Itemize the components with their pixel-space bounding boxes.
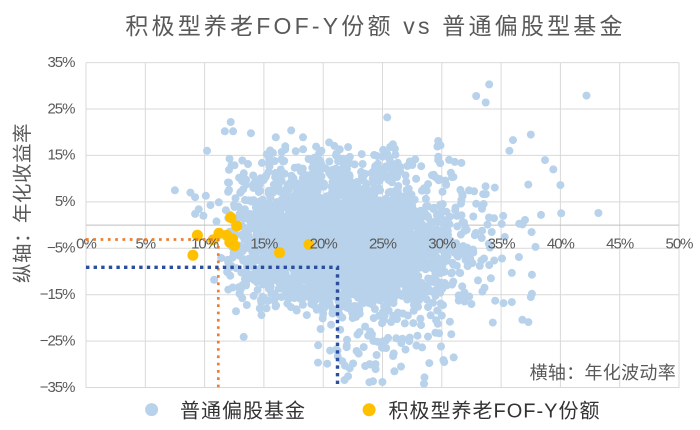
svg-text:积极型养老FOF-Y份额: 积极型养老FOF-Y份额 (389, 400, 601, 423)
svg-text:50%: 50% (665, 235, 693, 252)
svg-text:5%: 5% (55, 193, 75, 210)
svg-text:横轴：年化波动率: 横轴：年化波动率 (530, 363, 676, 383)
svg-text:普通偏股基金: 普通偏股基金 (180, 400, 306, 423)
svg-text:30%: 30% (428, 235, 456, 252)
svg-text:10%: 10% (191, 235, 219, 252)
svg-text:35%: 35% (47, 54, 75, 71)
svg-text:25%: 25% (47, 100, 75, 117)
svg-text:纵轴：年化收益率: 纵轴：年化收益率 (12, 123, 34, 283)
svg-text:35%: 35% (488, 235, 516, 252)
svg-text:5%: 5% (135, 235, 155, 252)
svg-text:20%: 20% (310, 235, 338, 252)
svg-text:45%: 45% (606, 235, 634, 252)
svg-text:25%: 25% (369, 235, 397, 252)
svg-text:−15%: −15% (40, 286, 75, 303)
svg-text:积极型养老FOF-Y份额 vs 普通偏股型基金: 积极型养老FOF-Y份额 vs 普通偏股型基金 (125, 13, 625, 39)
svg-text:40%: 40% (547, 235, 575, 252)
svg-text:0%: 0% (76, 235, 96, 252)
svg-text:−25%: −25% (40, 332, 75, 349)
svg-text:−5%: −5% (47, 240, 75, 257)
svg-text:15%: 15% (250, 235, 278, 252)
svg-text:15%: 15% (47, 147, 75, 164)
svg-text:−35%: −35% (40, 379, 75, 396)
